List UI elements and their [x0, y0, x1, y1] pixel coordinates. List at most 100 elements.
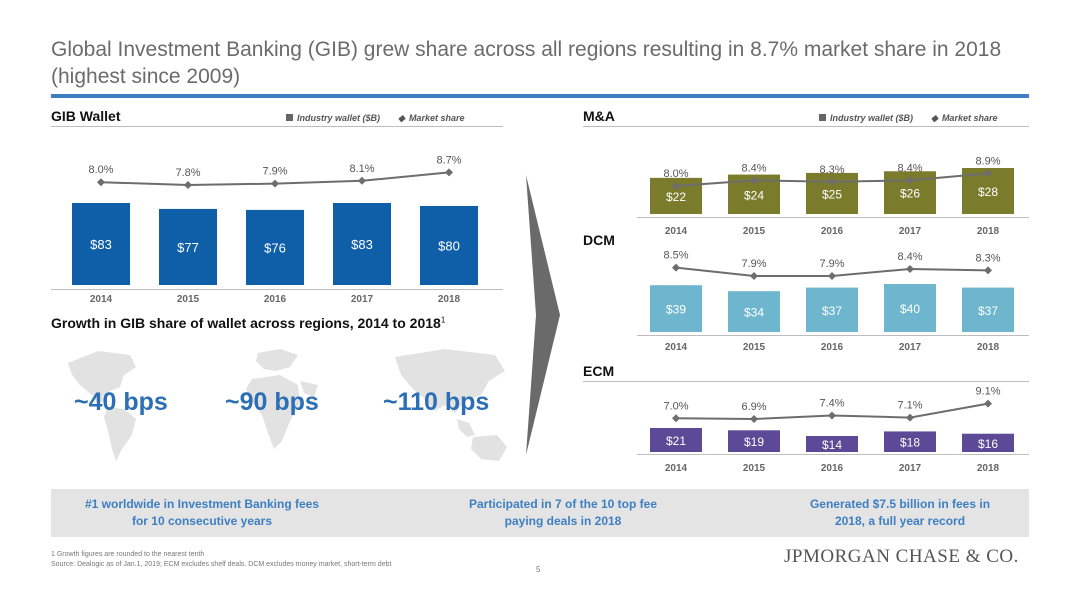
ma-year-label: 2017: [899, 226, 922, 237]
gib-bar: [420, 205, 478, 285]
dcm-bar-label: $40: [900, 302, 920, 316]
ma-share-point: [750, 176, 758, 185]
ma-share-label: 8.4%: [897, 162, 922, 174]
ma-share-point: [828, 177, 836, 186]
gib-share-label: 8.1%: [349, 163, 374, 175]
ecm-share-label: 6.9%: [741, 401, 766, 413]
ecm-bar-label: $19: [744, 435, 764, 449]
ma-share-label: 8.0%: [663, 168, 688, 180]
ecm-share-label: 7.0%: [663, 400, 688, 412]
gib-bar: [72, 203, 130, 285]
dcm-bar: [884, 284, 936, 332]
ecm-year-label: 2015: [743, 463, 766, 474]
dcm-bar-label: $39: [666, 303, 686, 317]
dcm-bar: [650, 285, 702, 332]
gib-bar-label: $83: [90, 237, 112, 252]
ecm-share-label: 7.1%: [897, 400, 922, 412]
emea-growth-value: ~90 bps: [225, 388, 319, 416]
ecm-year-label: 2018: [977, 463, 1000, 474]
ecm-share-point: [906, 413, 914, 422]
dcm-bar-label: $34: [744, 306, 764, 320]
legend-wallet-label: Industry wallet ($B): [297, 113, 381, 123]
ma-bar-label: $26: [900, 187, 920, 201]
dcm-share-label: 7.9%: [741, 258, 766, 270]
dcm-share-label: 7.9%: [819, 258, 844, 270]
gib-bar-label: $76: [264, 240, 286, 255]
ma-bar-label: $22: [666, 190, 686, 204]
gib-share-label: 7.8%: [175, 167, 200, 179]
ma-legend: Industry wallet ($B) ◆ Market share: [819, 113, 997, 124]
title-rule: [51, 94, 1029, 98]
transition-arrow-icon: [526, 175, 560, 455]
highlight-fees-record: Generated $7.5 billion in fees in 2018, …: [809, 497, 991, 528]
ecm-share-point: [984, 399, 992, 408]
growth-footnote-mark: 1: [440, 315, 446, 325]
legend-wallet-label: Industry wallet ($B): [830, 113, 914, 123]
gib-bar: [246, 209, 304, 285]
ma-share-label: 8.3%: [819, 164, 844, 176]
page-number: 5: [536, 565, 541, 574]
dcm-year-label: 2016: [821, 342, 844, 353]
ecm-heading: ECM: [583, 363, 615, 379]
dcm-share-point: [906, 265, 914, 273]
ma-share-label: 8.4%: [741, 162, 766, 174]
gib-bar-label: $80: [438, 238, 460, 253]
ma-year-label: 2016: [821, 226, 844, 237]
gib-share-label: 8.0%: [88, 164, 113, 176]
ecm-bar: [650, 428, 702, 452]
ma-year-label: 2015: [743, 226, 766, 237]
gib-share-point: [184, 181, 192, 189]
ma-year-label: 2018: [977, 226, 1000, 237]
dcm-share-point: [750, 272, 758, 280]
apac-growth-value: ~110 bps: [383, 388, 490, 416]
gib-share-point: [358, 176, 366, 185]
ecm-year-label: 2016: [821, 463, 844, 474]
gib-share-point: [97, 178, 105, 187]
highlight-ib-ranking: #1 worldwide in Investment Banking fees …: [84, 497, 320, 528]
ma-header-rule: [583, 126, 1029, 127]
dcm-share-label: 8.5%: [663, 250, 688, 262]
dcm-share-label: 8.4%: [897, 251, 922, 263]
dcm-bar-label: $37: [978, 304, 998, 318]
gib-share-point: [271, 179, 279, 188]
highlights-band: [51, 489, 1029, 537]
apac-map: [385, 345, 515, 470]
legend-diamond-icon: ◆: [931, 113, 938, 123]
gib-header-rule: [51, 126, 503, 127]
americas-map: [58, 345, 168, 470]
ma-share-point: [906, 176, 914, 185]
ecm-bar-label: $21: [666, 434, 686, 448]
dcm-share-label: 8.3%: [975, 252, 1000, 264]
ecm-baseline-rule: [637, 454, 1029, 455]
dcm-year-label: 2015: [743, 342, 766, 353]
dcm-baseline-rule: [637, 335, 1029, 336]
gib-year-label: 2017: [351, 294, 374, 305]
ecm-bar: [962, 433, 1014, 452]
ecm-bar-label: $18: [900, 436, 920, 450]
ecm-header-rule: [583, 381, 1029, 382]
ma-bar-label: $24: [744, 188, 764, 202]
dcm-share-point: [672, 263, 680, 272]
dcm-bar: [806, 287, 858, 332]
growth-heading: Growth in GIB share of wallet across reg…: [51, 315, 445, 331]
gib-wallet-heading: GIB Wallet: [51, 108, 121, 124]
gib-share-label: 7.9%: [262, 166, 287, 178]
gib-year-label: 2016: [264, 294, 287, 305]
dcm-heading: DCM: [583, 232, 615, 248]
growth-heading-text: Growth in GIB share of wallet across reg…: [51, 315, 441, 331]
dcm-bar: [962, 287, 1014, 332]
legend-share-label: Market share: [408, 113, 465, 123]
ecm-bar: [728, 430, 780, 452]
americas-growth-value: ~40 bps: [74, 388, 168, 416]
ecm-share-point: [672, 414, 680, 423]
highlight-top-deals: Participated in 7 of the 10 top fee payi…: [468, 497, 658, 528]
ecm-bar: [806, 436, 858, 452]
legend-share-label: Market share: [941, 113, 998, 123]
gib-share-point: [445, 168, 453, 177]
ecm-year-label: 2017: [899, 463, 922, 474]
gib-bar-label: $83: [351, 237, 373, 252]
dcm-bar-label: $37: [822, 304, 842, 318]
dcm-year-label: 2014: [665, 342, 688, 353]
gib-year-label: 2014: [90, 294, 113, 305]
